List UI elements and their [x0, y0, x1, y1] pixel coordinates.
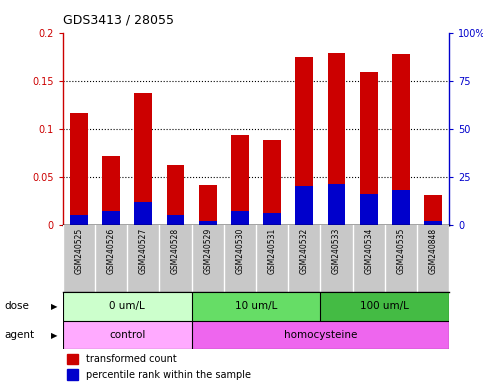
Bar: [134, 93, 152, 225]
Text: percentile rank within the sample: percentile rank within the sample: [86, 370, 251, 380]
Text: ▶: ▶: [52, 331, 58, 339]
Bar: [102, 157, 120, 225]
Bar: [63, 292, 192, 321]
Text: dose: dose: [5, 301, 30, 311]
Text: transformed count: transformed count: [86, 354, 177, 364]
Bar: [392, 190, 410, 225]
Text: 0 um/L: 0 um/L: [109, 301, 145, 311]
Bar: [327, 184, 345, 225]
Text: GSM240532: GSM240532: [300, 228, 309, 274]
Bar: [360, 194, 378, 225]
Bar: [67, 369, 78, 380]
Bar: [296, 186, 313, 225]
Text: control: control: [109, 330, 145, 340]
Text: GSM240525: GSM240525: [74, 228, 84, 274]
Bar: [327, 53, 345, 225]
Text: homocysteine: homocysteine: [284, 330, 357, 340]
Bar: [320, 292, 449, 321]
Text: agent: agent: [5, 330, 35, 340]
Text: ▶: ▶: [52, 302, 58, 311]
Bar: [199, 221, 216, 225]
Bar: [70, 113, 88, 225]
Text: GDS3413 / 28055: GDS3413 / 28055: [63, 13, 174, 26]
Text: GSM240535: GSM240535: [397, 228, 405, 275]
Bar: [392, 54, 410, 225]
Text: GSM240526: GSM240526: [107, 228, 115, 274]
Bar: [424, 195, 442, 225]
Bar: [360, 72, 378, 225]
Bar: [424, 221, 442, 225]
Bar: [263, 140, 281, 225]
Text: GSM240529: GSM240529: [203, 228, 212, 274]
Bar: [70, 215, 88, 225]
Bar: [67, 354, 78, 364]
Bar: [199, 185, 216, 225]
Text: GSM240530: GSM240530: [235, 228, 244, 275]
Bar: [192, 321, 449, 349]
Text: GSM240848: GSM240848: [428, 228, 438, 274]
Bar: [231, 211, 249, 225]
Bar: [296, 57, 313, 225]
Text: 10 um/L: 10 um/L: [235, 301, 277, 311]
Bar: [102, 211, 120, 225]
Text: GSM240527: GSM240527: [139, 228, 148, 274]
Bar: [63, 321, 192, 349]
Bar: [134, 202, 152, 225]
Bar: [231, 136, 249, 225]
Text: 100 um/L: 100 um/L: [360, 301, 409, 311]
Bar: [167, 165, 185, 225]
Bar: [263, 213, 281, 225]
Bar: [192, 292, 320, 321]
Text: GSM240531: GSM240531: [268, 228, 277, 274]
Text: GSM240528: GSM240528: [171, 228, 180, 274]
Text: GSM240533: GSM240533: [332, 228, 341, 275]
Bar: [167, 215, 185, 225]
Text: GSM240534: GSM240534: [364, 228, 373, 275]
